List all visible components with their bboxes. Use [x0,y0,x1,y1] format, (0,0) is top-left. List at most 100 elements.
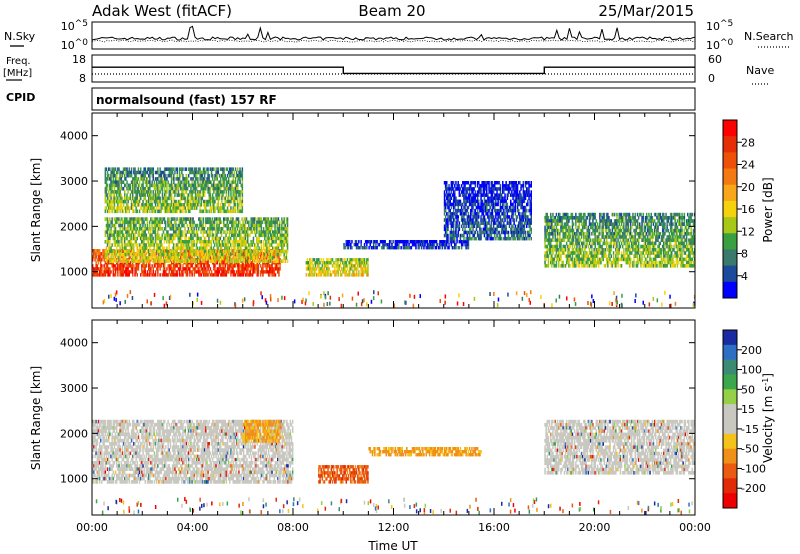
heatmap-cell [262,259,265,263]
heatmap-cell [222,183,224,188]
heatmap-cell [134,170,136,175]
heatmap-cell [280,236,282,241]
heatmap-cell [159,264,161,268]
heatmap-cell [158,227,160,231]
heatmap-cell [184,206,186,210]
heatmap-cell [362,246,365,250]
heatmap-cell [465,193,467,197]
heatmap-cell [190,233,192,238]
heatmap-cell [190,252,192,256]
heatmap-cell [159,227,161,231]
heatmap-cell [476,208,479,213]
heatmap-cell [159,223,161,228]
heatmap-cell [498,236,501,241]
heatmap-cell [227,203,230,207]
heatmap-cell [211,233,214,238]
heatmap-cell [490,236,493,241]
heatmap-cell [135,270,137,274]
heatmap-cell [460,233,463,238]
heatmap-cell [268,243,271,247]
heatmap-cell [181,186,183,191]
heatmap-cell [152,173,154,178]
heatmap-cell [170,173,173,178]
heatmap-cell [466,233,469,238]
heatmap-cell [157,249,159,254]
heatmap-cell [226,259,228,263]
heatmap-cell [417,246,419,250]
heatmap-cell [443,208,446,213]
heatmap-cell [144,233,146,238]
heatmap-cell [137,220,140,225]
heatmap-cell [278,273,280,277]
heatmap-cell [105,177,108,181]
heatmap-cell [118,233,120,238]
heatmap-cell [136,193,138,197]
heatmap-cell [261,249,263,253]
heatmap-cell [93,255,95,259]
heatmap-cell [190,258,192,262]
heatmap-cell [109,183,111,188]
heatmap-cell [229,170,231,175]
heatmap-cell [244,240,247,244]
heatmap-cell [205,261,207,265]
heatmap-cell [234,246,236,251]
heatmap-cell [229,183,231,188]
heatmap-cell [276,236,279,241]
heatmap-cell [227,190,230,194]
heatmap-cell [171,223,174,228]
heatmap-cell [103,249,105,253]
heatmap-cell [152,252,154,257]
heatmap-cell [425,240,427,244]
heatmap-cell [182,233,184,238]
heatmap-cell [491,196,494,200]
heatmap-cell [110,199,112,204]
heatmap-cell [198,273,200,277]
heatmap-cell [177,252,179,257]
heatmap-cell [183,183,185,188]
heatmap-cell [106,256,109,260]
heatmap-cell [467,205,470,210]
heatmap-cell [160,252,162,257]
heatmap-cell [322,273,325,277]
heatmap-cell [306,267,309,271]
heatmap-cell [104,240,107,244]
heatmap-cell [175,183,177,188]
heatmap-cell [121,233,124,238]
heatmap-cell [130,240,133,244]
heatmap-cell [361,246,363,250]
heatmap-cell [183,246,185,251]
heatmap-cell [224,196,226,201]
heatmap-cell [327,267,329,271]
heatmap-cell [177,186,180,191]
heatmap-cell [414,243,416,247]
heatmap-cell [166,177,168,181]
heatmap-cell [407,246,409,250]
heatmap-cell [178,199,181,204]
heatmap-cell [125,256,127,260]
heatmap-cell [112,177,115,181]
heatmap-cell [159,267,161,271]
heatmap-cell [127,233,129,238]
heatmap-cell [275,246,277,251]
heatmap-cell [200,261,202,265]
heatmap-cell [464,221,466,225]
heatmap-cell [142,193,144,197]
heatmap-cell [143,196,145,201]
heatmap-cell [452,181,455,185]
heatmap-cell [367,267,369,271]
heatmap-cell [108,199,110,204]
heatmap-cell [243,217,245,221]
heatmap-cell [226,217,228,221]
heatmap-cell [465,224,467,228]
heatmap-cell [223,252,225,257]
heatmap-cell [355,273,358,277]
heatmap-cell [278,227,281,231]
heatmap-cell [130,227,133,231]
heatmap-cell [106,220,109,225]
heatmap-cell [225,183,228,188]
heatmap-cell [101,267,103,271]
heatmap-cell [150,252,152,257]
heatmap-cell [233,259,235,263]
heatmap-cell [162,252,165,257]
heatmap-cell [446,230,448,235]
